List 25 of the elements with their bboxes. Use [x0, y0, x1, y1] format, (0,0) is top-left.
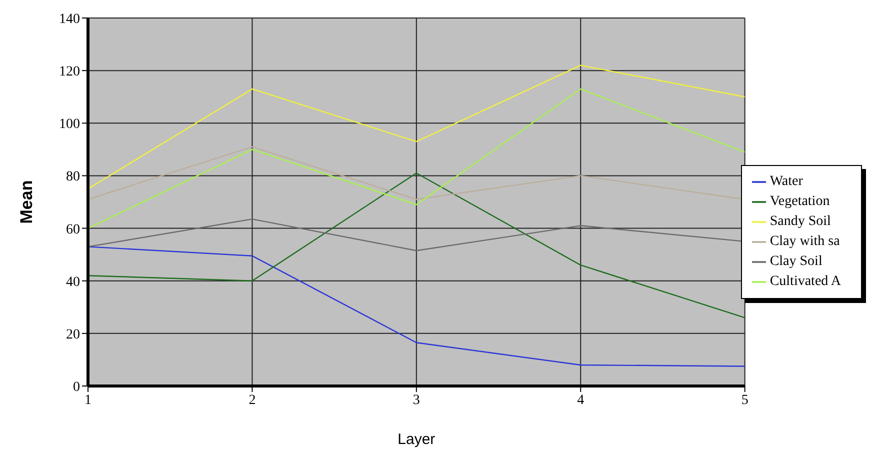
line-series [88, 246, 745, 367]
x-axis-title: Layer [398, 431, 436, 448]
y-tick-label: 100 [59, 117, 80, 132]
y-tick-label: 20 [66, 327, 80, 342]
y-tick-label: 80 [66, 170, 80, 185]
legend-label: Cultivated A [770, 274, 841, 289]
legend-label: Water [770, 174, 803, 189]
y-tick-label: 0 [73, 380, 80, 395]
x-tick-label: 1 [84, 392, 92, 408]
y-tick-label: 120 [59, 64, 80, 80]
line-series [88, 88, 745, 229]
x-tick-label: 4 [577, 392, 584, 408]
y-tick-label: 140 [59, 12, 80, 27]
legend-label: Sandy Soil [770, 214, 831, 229]
y-axis-title: Mean [17, 180, 36, 224]
legend-label: Vegetation [770, 194, 830, 209]
y-tick-label: 40 [66, 274, 80, 290]
x-tick-label: 3 [412, 392, 420, 408]
line-series [88, 64, 745, 190]
legend-label: Clay Soil [770, 254, 822, 269]
legend-label: Clay with sa [770, 234, 840, 249]
x-tick-label: 2 [248, 392, 256, 408]
y-tick-label: 60 [66, 222, 80, 238]
line-series [88, 172, 745, 318]
x-tick-label: 5 [741, 392, 748, 408]
